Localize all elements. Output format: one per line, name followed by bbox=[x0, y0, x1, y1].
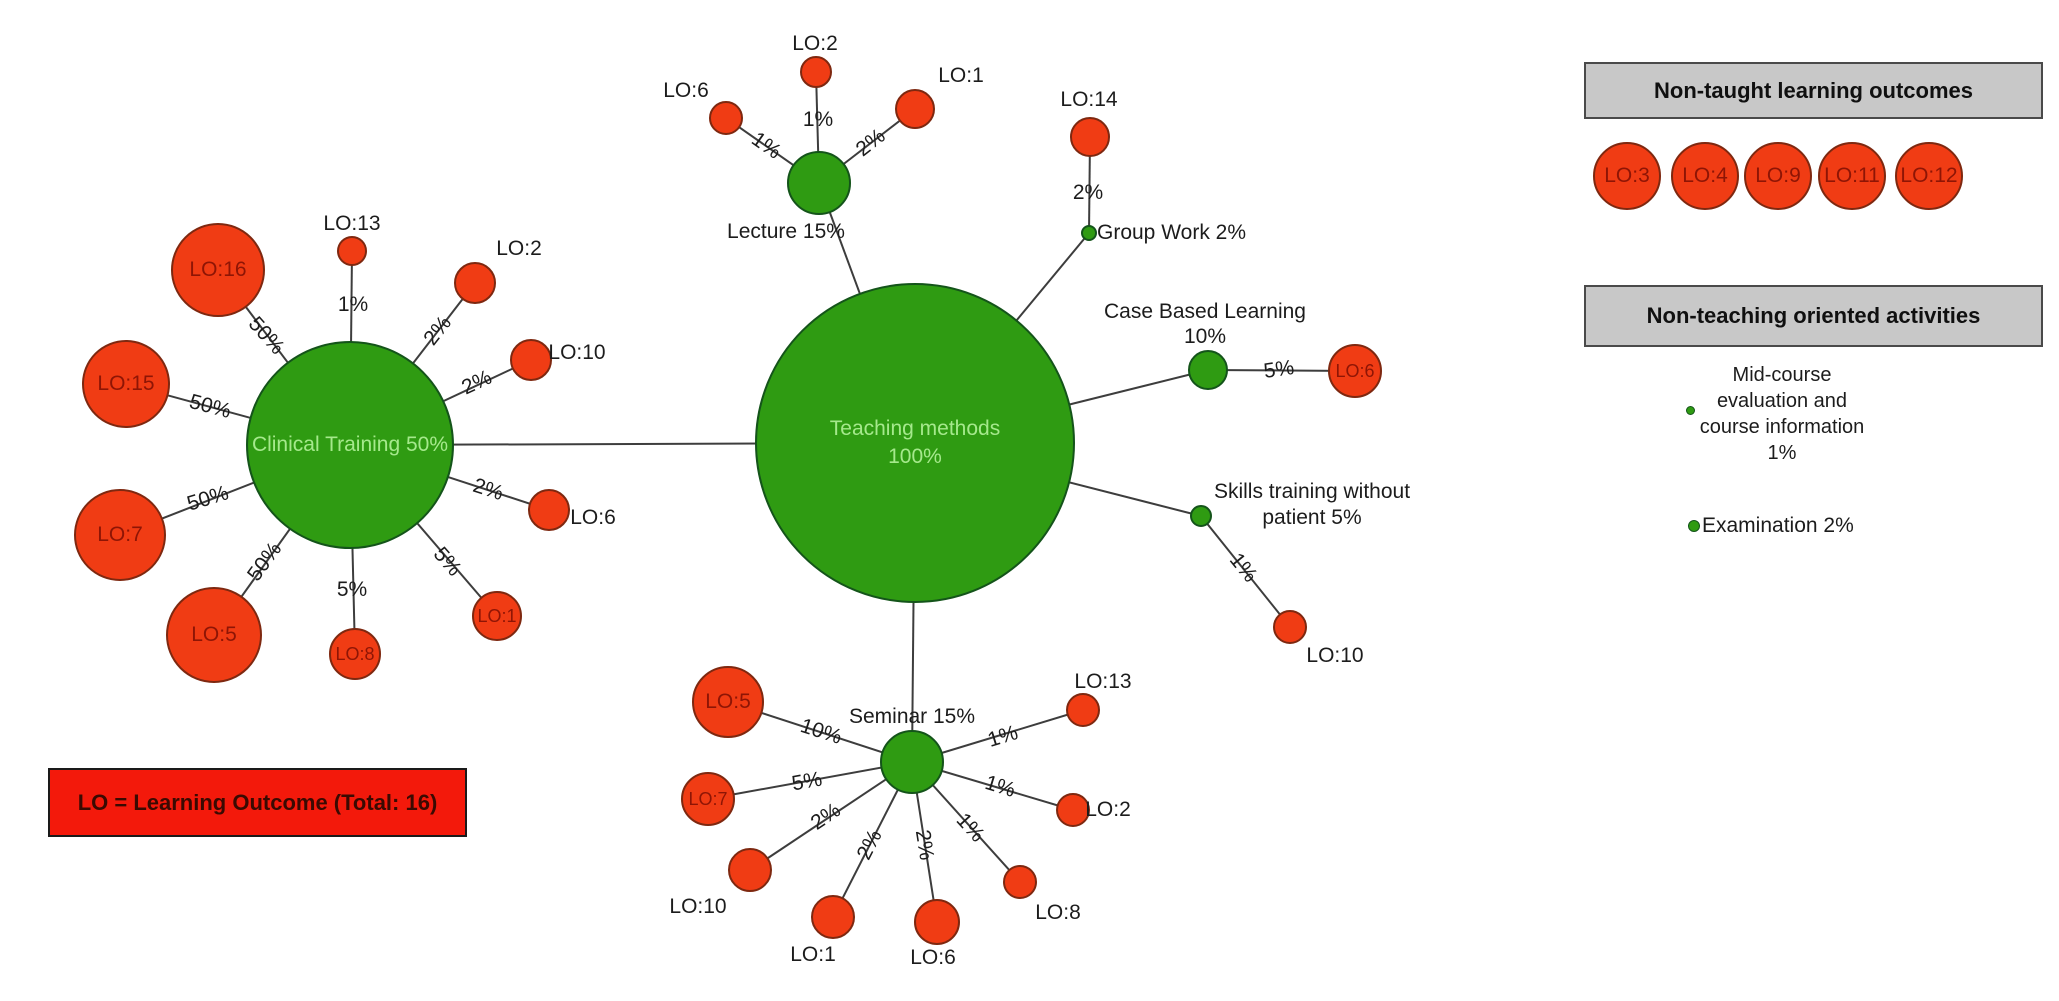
non-taught-legend-box: Non-taught learning outcomes bbox=[1584, 62, 2043, 119]
edge-line bbox=[119, 444, 351, 536]
edge-line bbox=[349, 444, 498, 617]
edge-line bbox=[911, 709, 1084, 763]
edge-line bbox=[914, 232, 1090, 444]
midcourse-line-1: Mid-course bbox=[1732, 364, 1832, 386]
edge-line bbox=[725, 117, 820, 184]
edge-line bbox=[1200, 515, 1291, 628]
edge-line bbox=[911, 761, 1074, 811]
edge-line bbox=[349, 444, 550, 511]
key-box-text: LO = Learning Outcome (Total: 16) bbox=[77, 789, 438, 815]
edge-line bbox=[213, 444, 351, 636]
edge-line bbox=[727, 701, 913, 763]
edge-line bbox=[914, 442, 1202, 517]
edge-line bbox=[818, 108, 916, 184]
edge-line bbox=[815, 71, 820, 184]
edge-line bbox=[349, 282, 476, 446]
examination-label: Examination 2% bbox=[1702, 514, 1854, 537]
key-box: LO = Learning Outcome (Total: 16) bbox=[48, 768, 467, 837]
non-teaching-legend-title: Non-teaching oriented activities bbox=[1646, 303, 1981, 328]
midcourse-line-4: 1% bbox=[1767, 442, 1797, 464]
examination-dot-icon bbox=[1688, 520, 1700, 532]
edge-line bbox=[1207, 369, 1356, 372]
edge-line bbox=[125, 383, 351, 446]
edge-line bbox=[749, 761, 913, 871]
edge-line bbox=[818, 182, 916, 444]
edge-line bbox=[1088, 136, 1091, 234]
midcourse-evaluation-label: Mid-course evaluation and course informa… bbox=[1662, 362, 1902, 466]
edge-line bbox=[707, 761, 913, 800]
edge-line bbox=[914, 369, 1209, 444]
midcourse-line-2: evaluation and bbox=[1716, 390, 1848, 412]
midcourse-dot-icon bbox=[1686, 406, 1695, 415]
edge-line bbox=[349, 442, 916, 446]
edge-line bbox=[349, 359, 532, 446]
edge-line bbox=[349, 250, 353, 446]
edge-line bbox=[911, 442, 916, 763]
non-taught-legend-title: Non-taught learning outcomes bbox=[1654, 77, 1973, 103]
non-teaching-legend-box: Non-teaching oriented activities bbox=[1584, 285, 2043, 347]
edge-line bbox=[832, 761, 913, 918]
edge-line bbox=[349, 444, 356, 655]
edge-line bbox=[217, 269, 351, 446]
midcourse-line-3: course information bbox=[1699, 416, 1865, 438]
